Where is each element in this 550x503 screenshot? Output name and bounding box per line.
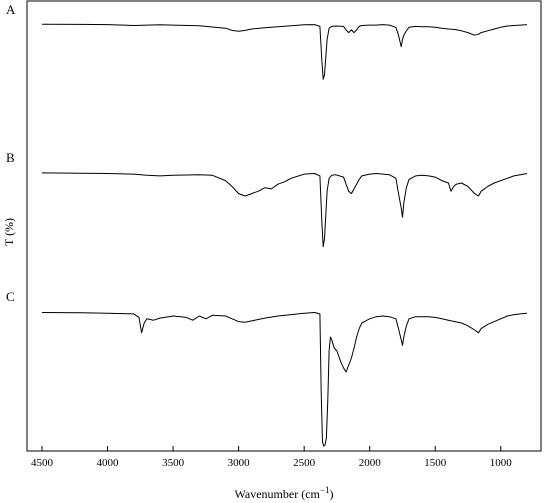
x-tick-label: 3000 xyxy=(228,457,251,469)
x-tick-label: 1000 xyxy=(490,457,513,469)
x-tick-label: 2500 xyxy=(293,457,316,469)
x-tick-label: 2000 xyxy=(359,457,382,469)
x-tick-label: 3500 xyxy=(162,457,185,469)
x-axis-title-close: ) xyxy=(329,487,333,501)
panel-label-b: B xyxy=(6,150,15,165)
x-tick-label: 4500 xyxy=(31,457,54,469)
panel-label-a: A xyxy=(6,2,16,17)
y-axis-title: T (%) xyxy=(2,218,16,246)
plot-frame xyxy=(26,0,542,452)
series-group xyxy=(41,23,528,447)
spectrum-line-b xyxy=(41,172,528,248)
x-tick-label: 4000 xyxy=(97,457,120,469)
x-axis-ticks: 4500 4000 3500 3000 2500 2000 1500 1000 xyxy=(31,446,512,469)
x-axis-title: Wavenumber (cm−1) xyxy=(235,485,334,501)
x-tick-label: 1500 xyxy=(424,457,447,469)
panel-label-c: C xyxy=(6,289,15,304)
x-axis-title-sup: −1 xyxy=(320,485,330,495)
spectrum-line-a xyxy=(41,23,528,80)
spectrum-line-c xyxy=(41,312,528,447)
x-axis-title-main: Wavenumber (cm xyxy=(235,487,321,501)
